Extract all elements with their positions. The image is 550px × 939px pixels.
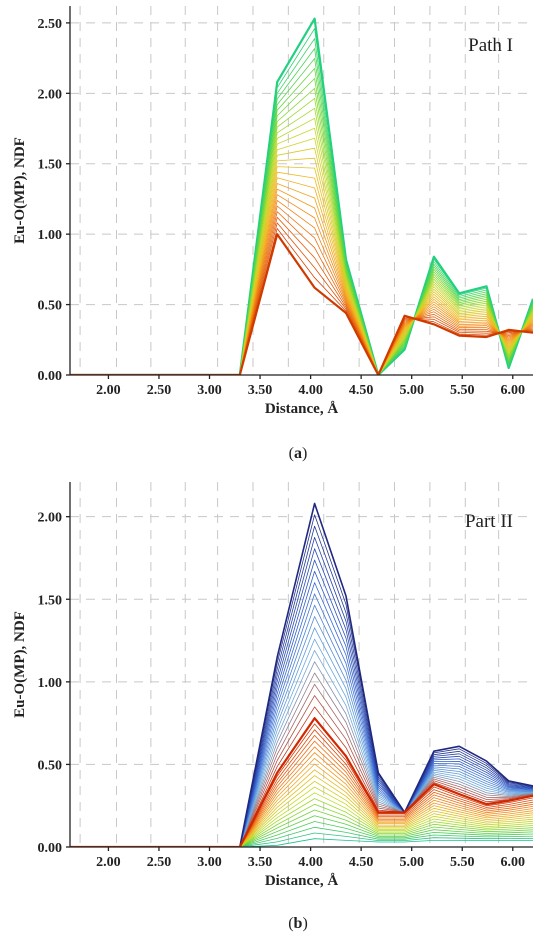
data-curve — [70, 188, 533, 375]
y-axis-label: Eu-O(MP), NDF — [12, 611, 28, 718]
data-curve — [70, 792, 533, 847]
data-curve — [70, 746, 533, 847]
y-tick-label: 2.00 — [38, 511, 63, 526]
panel-annotation: Path I — [468, 35, 513, 56]
x-tick-label: 2.50 — [147, 855, 172, 870]
x-tick-label: 3.00 — [197, 383, 222, 398]
data-curve — [70, 593, 533, 847]
x-tick-label: 5.50 — [450, 855, 475, 870]
x-axis-label: Distance, Å — [265, 873, 338, 889]
data-curve — [70, 548, 533, 847]
x-tick-label: 4.50 — [349, 383, 374, 398]
x-tick-label: 2.50 — [147, 383, 172, 398]
data-curve — [70, 157, 533, 375]
data-curve — [70, 525, 533, 847]
x-tick-label: 4.50 — [349, 855, 374, 870]
data-curve — [70, 832, 533, 847]
panel-annotation: Part II — [465, 511, 513, 532]
data-curve — [70, 216, 533, 375]
y-tick-label: 0.00 — [38, 841, 63, 856]
y-tick-label: 0.50 — [38, 299, 63, 314]
x-tick-label: 3.50 — [248, 855, 273, 870]
curve-family — [70, 17, 533, 375]
data-curve — [70, 604, 533, 847]
data-curve — [70, 729, 533, 847]
x-tick-label: 2.00 — [96, 855, 121, 870]
data-curve — [70, 638, 533, 847]
data-curve — [70, 88, 533, 375]
y-tick-label: 0.00 — [38, 369, 63, 384]
data-curve — [70, 559, 533, 847]
data-curve — [70, 98, 533, 375]
data-curve — [70, 803, 533, 847]
data-curve — [70, 809, 533, 847]
data-curve — [70, 650, 533, 847]
grid-lines — [70, 482, 533, 847]
data-curve — [70, 570, 533, 847]
data-curve — [70, 758, 533, 847]
data-curve — [70, 752, 533, 847]
data-curve — [70, 740, 533, 847]
chart-panel-b: 0.00 0.50 1.00 1.50 2.00 2.00 2.50 3.00 3.50 4.00… — [12, 482, 533, 932]
data-curve — [70, 616, 533, 847]
x-tick-label: 2.00 — [96, 383, 121, 398]
data-curve — [70, 627, 533, 847]
y-axis-label: Eu-O(MP), NDF — [12, 137, 28, 244]
data-curve — [70, 826, 533, 847]
data-curve — [70, 723, 533, 847]
data-curve — [70, 147, 533, 375]
x-tick-label: 5.00 — [399, 383, 424, 398]
data-curve — [70, 775, 533, 847]
x-tick-label: 5.50 — [450, 383, 475, 398]
panel-caption: (b) — [288, 915, 308, 932]
data-curve — [70, 717, 533, 847]
data-curve — [70, 695, 533, 847]
data-curve — [70, 683, 533, 847]
y-tick-label: 1.50 — [38, 593, 63, 608]
y-tick-label: 1.00 — [38, 676, 63, 691]
data-curve — [70, 537, 533, 847]
data-curve — [70, 233, 533, 375]
data-curve — [70, 137, 533, 375]
x-tick-label: 3.50 — [248, 383, 273, 398]
data-curve — [70, 672, 533, 847]
data-curve — [70, 786, 533, 847]
data-curve — [70, 735, 533, 847]
panel-caption: (a) — [289, 445, 308, 462]
data-curve — [70, 815, 533, 847]
data-curve — [70, 68, 533, 375]
chart-panel-a: 0.00 0.50 1.00 1.50 2.00 2.50 2.00 2.50 3.00 3.50… — [12, 6, 533, 462]
data-curve — [70, 838, 533, 847]
data-curve — [70, 661, 533, 847]
curve-family — [70, 502, 533, 847]
y-tick-label: 2.00 — [38, 87, 63, 102]
data-curve — [70, 769, 533, 847]
x-tick-label: 5.00 — [399, 855, 424, 870]
data-curve — [70, 502, 533, 847]
data-curve — [70, 194, 533, 375]
y-tick-label: 1.00 — [38, 228, 63, 243]
x-tick-label: 3.00 — [197, 855, 222, 870]
data-curve — [70, 780, 533, 847]
data-curve — [70, 798, 533, 847]
x-axis-label: Distance, Å — [265, 401, 338, 417]
data-curve — [70, 48, 533, 375]
y-tick-label: 0.50 — [38, 758, 63, 773]
x-tick-label: 4.00 — [298, 383, 323, 398]
grid-lines — [70, 6, 533, 375]
data-curve — [70, 183, 533, 375]
x-tick-label: 6.00 — [501, 383, 526, 398]
data-curve — [70, 171, 533, 375]
data-curve — [70, 205, 533, 375]
data-curve — [70, 582, 533, 847]
data-curve — [70, 821, 533, 847]
y-tick-label: 2.50 — [38, 17, 63, 32]
data-curve — [70, 763, 533, 847]
x-tick-label: 6.00 — [501, 855, 526, 870]
data-curve — [70, 177, 533, 375]
x-tick-label: 4.00 — [298, 855, 323, 870]
y-tick-label: 1.50 — [38, 158, 63, 173]
